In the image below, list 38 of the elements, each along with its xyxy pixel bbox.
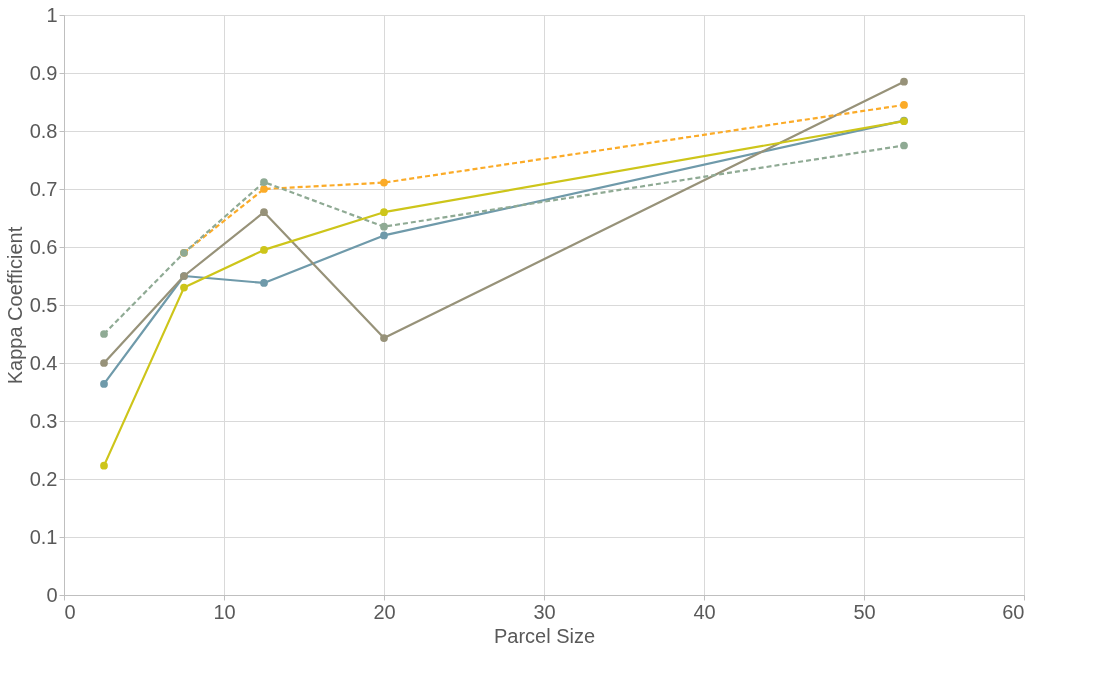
- y-axis-title: Kappa Coefficient: [3, 226, 26, 385]
- x-tick-label: 20: [373, 600, 396, 623]
- point: [260, 185, 268, 193]
- y-tick-label: 0.6: [29, 235, 58, 258]
- y-tick-label: 0.1: [29, 525, 58, 548]
- y-tick-label: 0.3: [29, 409, 58, 432]
- point: [380, 334, 388, 342]
- point: [100, 359, 108, 367]
- point: [100, 461, 108, 470]
- y-tick-label: 0.8: [29, 119, 58, 142]
- point: [260, 279, 268, 287]
- point: [260, 178, 268, 186]
- x-tick-label: 50: [853, 600, 876, 623]
- x-tick-label: 0: [64, 600, 76, 623]
- y-tick-label: 0.4: [29, 351, 58, 374]
- point: [260, 208, 268, 217]
- y-tick-label: 1: [46, 3, 58, 26]
- point: [100, 330, 108, 338]
- y-tick-label: 0.2: [29, 467, 58, 490]
- point: [380, 178, 388, 187]
- x-tick-label: 60: [1002, 600, 1025, 623]
- point: [180, 283, 188, 292]
- point: [380, 231, 388, 240]
- x-tick-label: 40: [693, 600, 716, 623]
- point: [900, 101, 908, 109]
- y-tick-label: 0.7: [29, 177, 58, 200]
- x-tick-label: 10: [213, 600, 236, 623]
- point: [900, 141, 908, 150]
- y-tick-label: 0.5: [29, 293, 58, 316]
- point: [260, 246, 268, 254]
- y-tick-label: 0: [46, 583, 58, 606]
- point: [900, 77, 908, 86]
- point: [100, 380, 108, 388]
- point: [380, 208, 388, 217]
- x-axis-title: Parcel Size: [493, 624, 596, 647]
- y-tick-label: 0.9: [29, 61, 58, 84]
- point: [380, 222, 388, 231]
- x-tick-label: 30: [533, 600, 556, 623]
